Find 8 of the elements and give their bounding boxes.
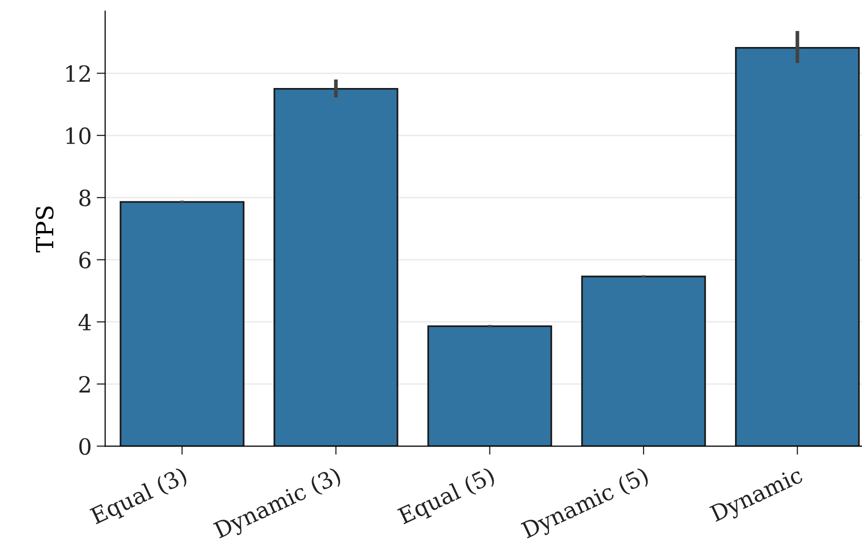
y-tick-label: 8 (79, 190, 90, 206)
y-tick-label: 6 (79, 252, 91, 268)
y-tick-label: 2 (79, 376, 90, 392)
y-tick-label: 12 (66, 65, 90, 82)
y-tick-label: 0 (79, 438, 90, 455)
y-axis-title: TPS (36, 206, 54, 252)
y-tick-label: 4 (78, 314, 91, 330)
y-tick-label: 10 (66, 127, 90, 144)
